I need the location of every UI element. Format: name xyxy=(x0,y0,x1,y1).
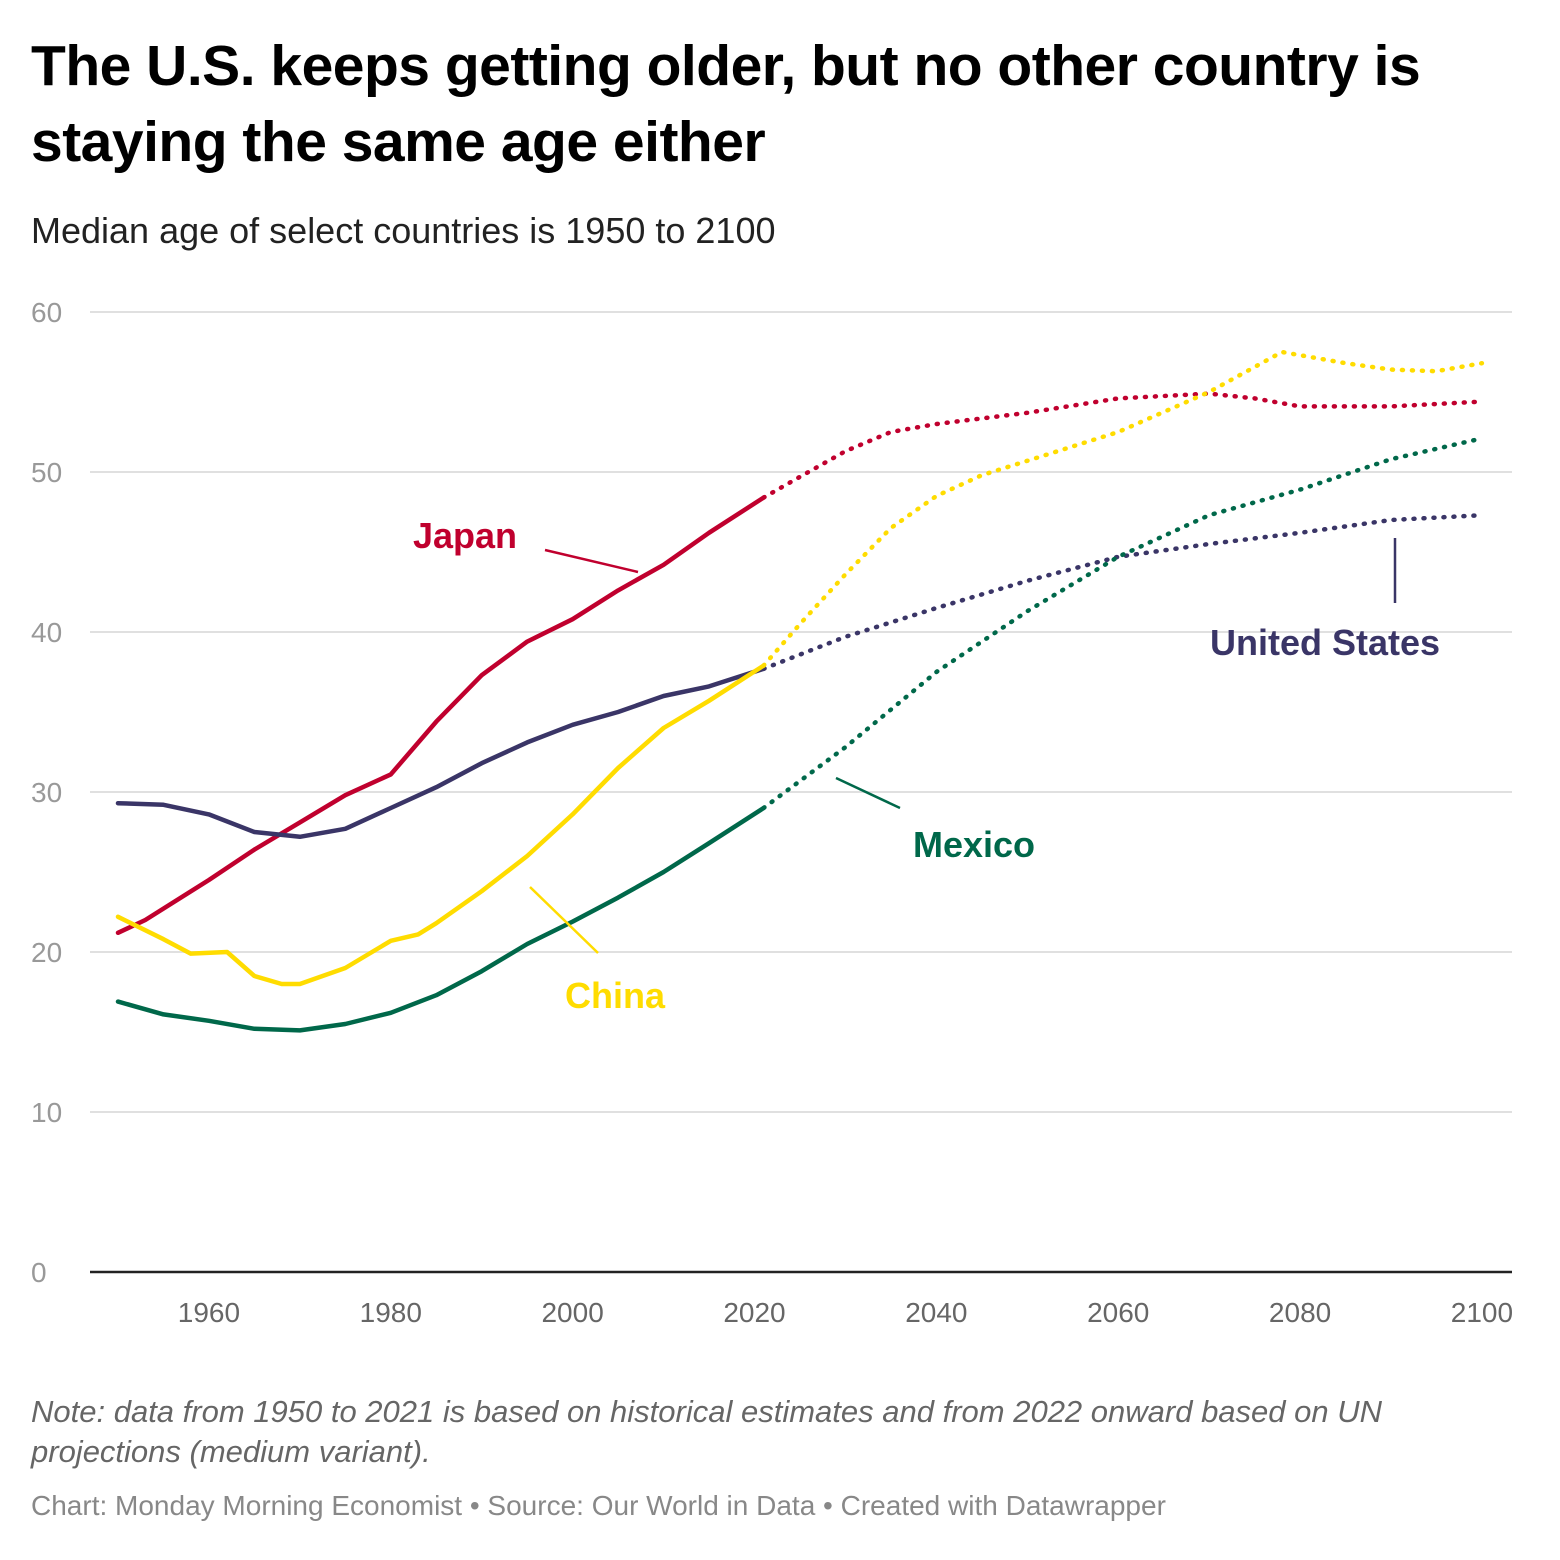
chart-subtitle: Median age of select countries is 1950 t… xyxy=(31,210,776,251)
china-projection-line xyxy=(761,349,1485,668)
x-tick-label: 2020 xyxy=(723,1297,785,1328)
mexico-label: Mexico xyxy=(913,824,1035,865)
china-label: China xyxy=(565,975,666,1016)
y-tick-label: 10 xyxy=(31,1097,62,1128)
x-tick-label: 2000 xyxy=(541,1297,603,1328)
japan-label: Japan xyxy=(413,515,517,556)
chart-footer: Chart: Monday Morning Economist • Source… xyxy=(31,1490,1166,1521)
china-leader-line xyxy=(529,886,599,954)
japan-leader-line xyxy=(544,548,639,574)
x-tick-label: 2100 xyxy=(1451,1297,1513,1328)
mexico-historical-line xyxy=(115,805,766,1033)
y-tick-label: 40 xyxy=(31,617,62,648)
china-historical-line xyxy=(115,663,766,987)
japan-projection-line xyxy=(761,391,1485,500)
united-states-historical-line xyxy=(115,666,766,840)
y-tick-label: 0 xyxy=(31,1257,47,1288)
chart-title: The U.S. keeps getting older, but no oth… xyxy=(31,34,1421,174)
united-states-projection-line xyxy=(761,512,1485,672)
japan-historical-line xyxy=(115,495,766,936)
x-tick-label: 2080 xyxy=(1269,1297,1331,1328)
chart-note: Note: data from 1950 to 2021 is based on… xyxy=(31,1394,1383,1469)
y-tick-label: 30 xyxy=(31,777,62,808)
mexico-leader-line xyxy=(835,776,901,810)
x-tick-label: 1960 xyxy=(178,1297,240,1328)
y-tick-label: 50 xyxy=(31,457,62,488)
x-tick-label: 2060 xyxy=(1087,1297,1149,1328)
y-tick-label: 20 xyxy=(31,937,62,968)
mexico-projection-line xyxy=(761,436,1485,811)
x-tick-label: 1980 xyxy=(360,1297,422,1328)
united-states-label: United States xyxy=(1210,622,1440,663)
y-tick-label: 60 xyxy=(31,297,62,328)
x-tick-label: 2040 xyxy=(905,1297,967,1328)
